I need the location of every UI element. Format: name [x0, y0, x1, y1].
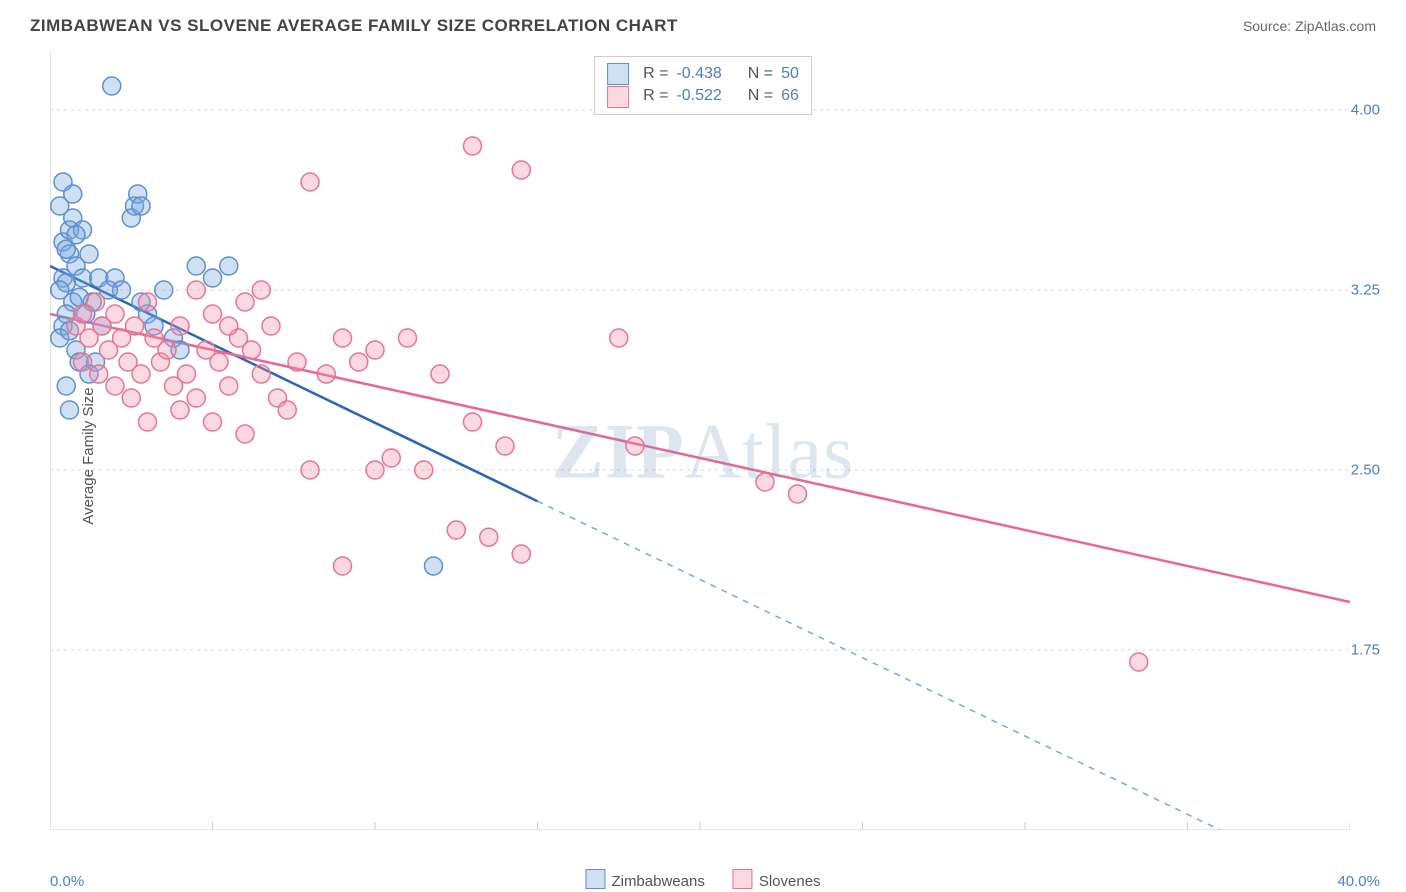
y-tick-label: 1.75 — [1351, 642, 1380, 659]
n-value: 66 — [781, 85, 799, 107]
r-label: R = — [643, 85, 668, 107]
y-tick-label: 3.25 — [1351, 282, 1380, 299]
stats-row: R = -0.438 N = 50 — [607, 63, 799, 85]
legend-label: Zimbabweans — [611, 873, 704, 890]
x-min-label: 0.0% — [50, 873, 84, 890]
stats-swatch — [607, 63, 629, 85]
r-value: -0.522 — [676, 85, 721, 107]
n-label: N = — [748, 63, 773, 85]
n-label: N = — [748, 85, 773, 107]
chart-title: ZIMBABWEAN VS SLOVENE AVERAGE FAMILY SIZ… — [30, 16, 678, 36]
legend-label: Slovenes — [759, 873, 821, 890]
y-tick-label: 4.00 — [1351, 102, 1380, 119]
r-label: R = — [643, 63, 668, 85]
stats-legend: R = -0.438 N = 50 R = -0.522 N = 66 — [594, 56, 812, 115]
stats-row: R = -0.522 N = 66 — [607, 85, 799, 107]
n-value: 50 — [781, 63, 799, 85]
source-credit: Source: ZipAtlas.com — [1243, 18, 1376, 34]
series-legend: Zimbabweans Slovenes — [585, 869, 820, 890]
legend-item: Zimbabweans — [585, 869, 704, 890]
legend-item: Slovenes — [733, 869, 821, 890]
legend-swatch — [585, 869, 605, 889]
scatter-chart — [50, 50, 1350, 830]
y-tick-label: 2.50 — [1351, 462, 1380, 479]
header: ZIMBABWEAN VS SLOVENE AVERAGE FAMILY SIZ… — [30, 16, 1376, 36]
legend-swatch — [733, 869, 753, 889]
source-prefix: Source: — [1243, 18, 1295, 34]
r-value: -0.438 — [676, 63, 721, 85]
plot-area: Average Family Size ZIPAtlas R =-0.438N … — [30, 50, 1376, 862]
source-link[interactable]: ZipAtlas.com — [1295, 18, 1376, 34]
x-max-label: 40.0% — [1337, 873, 1380, 890]
stats-swatch — [607, 86, 629, 108]
